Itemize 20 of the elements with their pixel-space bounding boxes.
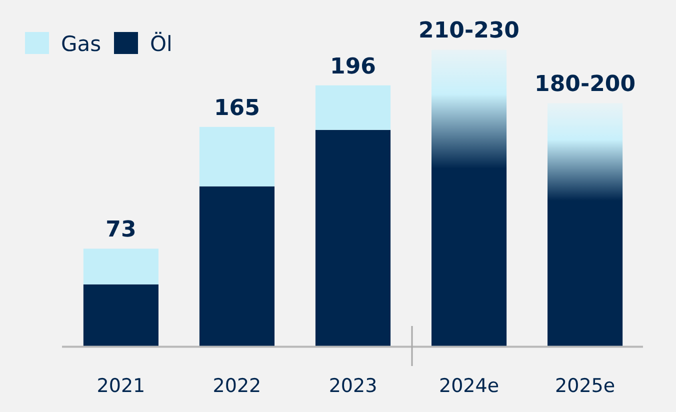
- bar: [315, 85, 391, 130]
- x-tick-label: 2025e: [555, 375, 616, 397]
- x-tick-label: 2023: [328, 375, 378, 397]
- x-tick-label: 2021: [96, 375, 146, 397]
- text: 210-230: [418, 18, 520, 44]
- bar: [199, 186, 275, 347]
- annotation: 180-200: [534, 72, 636, 98]
- x-tick-label: 2024e: [439, 375, 500, 397]
- annotation: 165: [214, 96, 260, 121]
- legend-label: Öl: [150, 31, 172, 56]
- bar: [315, 130, 391, 347]
- bar: [83, 248, 158, 284]
- annotation: 73: [106, 218, 136, 243]
- bar: [199, 126, 275, 186]
- annotation: 196: [330, 54, 376, 80]
- legend-label: Gas: [61, 32, 102, 56]
- bar: [83, 284, 158, 347]
- x-tick-label: 2022: [212, 375, 262, 397]
- bar: [431, 50, 507, 347]
- bar: [548, 103, 623, 347]
